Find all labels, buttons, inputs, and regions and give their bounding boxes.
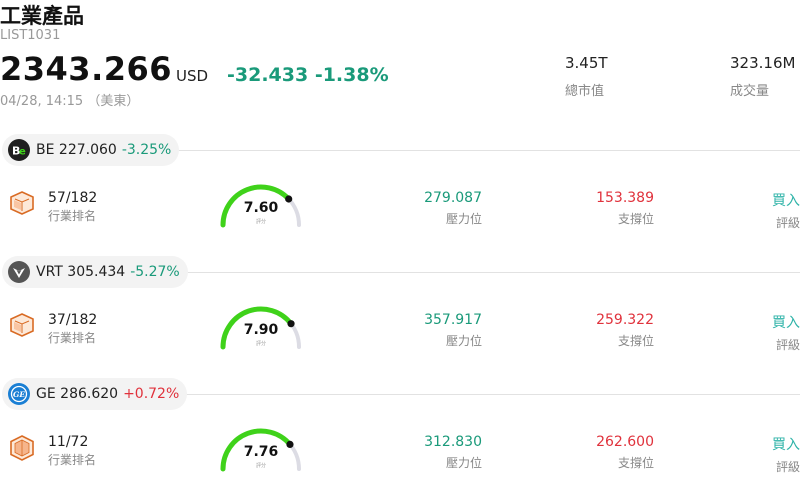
- industry-rank-label: 行業排名: [48, 453, 97, 467]
- score-label: 評分: [255, 219, 266, 225]
- support-label: 支撐位: [617, 212, 654, 226]
- price-change: -32.433 -1.38%: [227, 64, 389, 86]
- section-divider: [170, 394, 800, 395]
- volume-label: 成交量: [730, 84, 770, 99]
- rating-column: 買入 評級: [772, 434, 800, 475]
- score-gauge: 7.76 評分: [214, 422, 308, 478]
- score-label: 評分: [255, 463, 266, 469]
- page-title: 工業產品: [0, 4, 84, 28]
- gauge-marker: [285, 195, 293, 203]
- resistance-column: 312.830 壓力位: [424, 434, 482, 471]
- stock-price: 286.620: [60, 386, 119, 402]
- svg-text:B: B: [12, 145, 20, 158]
- volume-stat: 323.16M 成交量: [730, 54, 795, 99]
- support-label: 支撐位: [617, 456, 654, 470]
- rating-value: 買入: [772, 193, 800, 209]
- industry-rank-icon: [8, 312, 36, 342]
- rating-column: 買入 評級: [772, 312, 800, 353]
- volume-value: 323.16M: [730, 54, 796, 72]
- resistance-value: 357.917: [424, 312, 482, 328]
- support-label: 支撐位: [617, 334, 654, 348]
- gauge-marker: [287, 320, 295, 328]
- section-divider: [170, 272, 800, 273]
- support-column: 262.600 支撐位: [596, 434, 654, 471]
- score-gauge: 7.90 評分: [214, 300, 308, 356]
- gauge-fill: [220, 184, 292, 228]
- resistance-label: 壓力位: [445, 456, 482, 470]
- gauge-fill: [220, 306, 294, 350]
- price-currency: USD: [176, 67, 209, 85]
- resistance-value: 279.087: [424, 190, 482, 206]
- score-value: 7.90: [243, 322, 279, 338]
- rating-label: 評級: [775, 460, 800, 474]
- stock-change-percent: -5.27%: [130, 264, 180, 280]
- stock-ticker: BE: [36, 142, 55, 158]
- market-cap-stat: 3.45T 總市值: [565, 54, 608, 99]
- rating-value: 買入: [772, 315, 800, 331]
- resistance-value: 312.830: [424, 434, 482, 450]
- rating-column: 買入 評級: [772, 190, 800, 231]
- quote-time: 04/28, 14:15 （美東）: [0, 94, 140, 109]
- industry-rank-icon: [8, 434, 36, 466]
- industry-rank-icon: [8, 190, 36, 220]
- index-code: LIST1031: [0, 28, 61, 43]
- support-column: 153.389 支撐位: [596, 190, 654, 227]
- resistance-column: 357.917 壓力位: [424, 312, 482, 349]
- stock-card-vrt[interactable]: VRT 305.434 -5.27% 37/182 行業排名 7.90 評分 3…: [0, 256, 800, 378]
- stock-ticker: VRT: [36, 264, 63, 280]
- vertiv-logo-icon: [8, 261, 30, 283]
- svg-text:e: e: [19, 147, 26, 158]
- industry-rank-value: 11/72: [48, 434, 89, 450]
- stock-card-ge[interactable]: GE GE 286.620 +0.72% 11/72 行業排名 7.76 評分 …: [0, 378, 800, 488]
- ge-logo-icon: GE: [8, 383, 30, 405]
- gauge-fill: [220, 428, 293, 472]
- resistance-column: 279.087 壓力位: [424, 190, 482, 227]
- stock-ticker: GE: [36, 386, 56, 402]
- svg-text:GE: GE: [13, 390, 25, 399]
- rating-label: 評級: [775, 216, 800, 230]
- score-value: 7.76: [243, 444, 279, 460]
- stock-pill-vrt[interactable]: VRT 305.434 -5.27%: [2, 256, 188, 288]
- stock-pill-ge[interactable]: GE GE 286.620 +0.72%: [2, 378, 188, 410]
- gauge-marker: [286, 440, 294, 449]
- industry-rank-value: 57/182: [48, 190, 98, 206]
- score-gauge: 7.60 評分: [214, 178, 308, 234]
- stock-change-percent: +0.72%: [123, 386, 180, 402]
- index-price: 2343.266: [0, 50, 173, 88]
- score-label: 評分: [255, 341, 266, 347]
- support-value: 153.389: [596, 190, 654, 206]
- industry-rank-label: 行業排名: [48, 209, 97, 223]
- resistance-label: 壓力位: [445, 212, 482, 226]
- score-value: 7.60: [243, 200, 279, 216]
- support-column: 259.322 支撐位: [596, 312, 654, 349]
- market-cap-label: 總市值: [565, 84, 605, 99]
- stock-price: 305.434: [67, 264, 126, 280]
- resistance-label: 壓力位: [445, 334, 482, 348]
- market-cap-value: 3.45T: [565, 54, 608, 72]
- rating-label: 評級: [775, 338, 800, 352]
- industry-rank-value: 37/182: [48, 312, 98, 328]
- support-value: 259.322: [596, 312, 654, 328]
- stock-change-percent: -3.25%: [121, 142, 172, 158]
- section-divider: [170, 150, 800, 151]
- support-value: 262.600: [596, 434, 654, 450]
- industry-rank-label: 行業排名: [48, 331, 97, 345]
- stock-price: 227.060: [58, 142, 117, 158]
- rating-value: 買入: [772, 437, 800, 453]
